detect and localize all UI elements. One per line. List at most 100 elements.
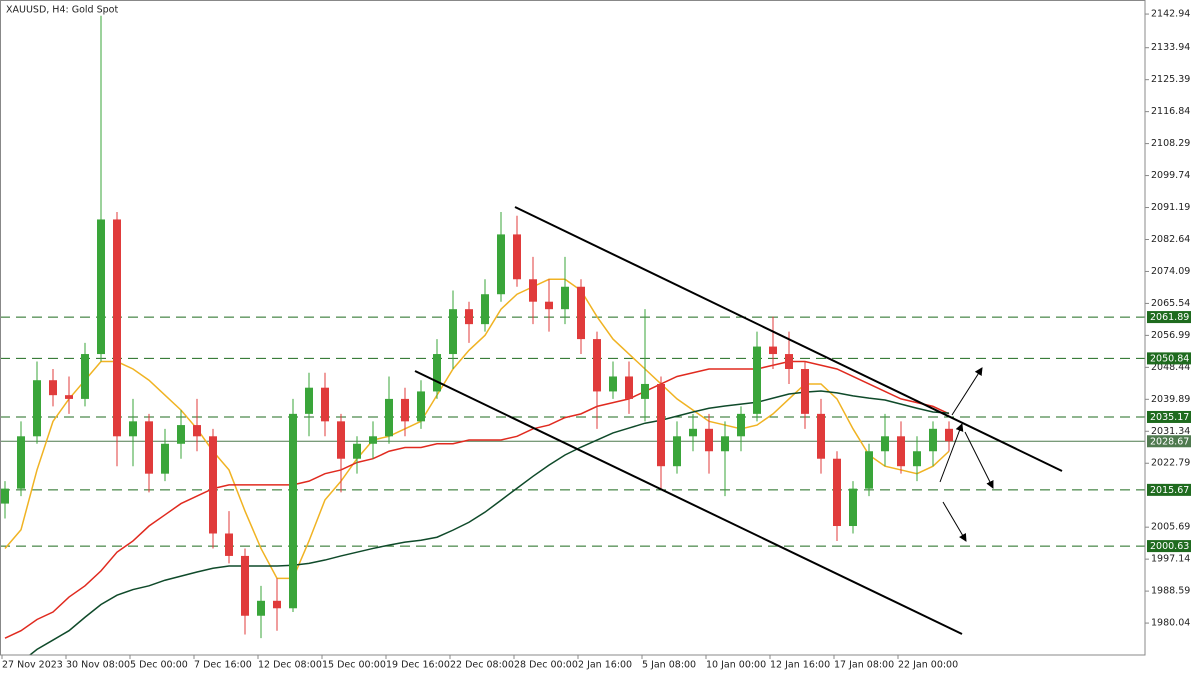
candle-body <box>321 387 329 422</box>
candle-body <box>705 428 713 452</box>
candle-body <box>801 368 809 414</box>
x-tick-label: 12 Dec 08:00 <box>258 660 322 671</box>
x-tick-label: 7 Dec 16:00 <box>194 660 252 671</box>
candle-body <box>97 219 105 355</box>
x-tick-label: 5 Jan 08:00 <box>642 660 696 671</box>
candle-body <box>481 294 489 325</box>
candle-body <box>33 380 41 437</box>
y-tick-label: 2116.84 <box>1151 106 1190 117</box>
chart-title: XAUUSD, H4: Gold Spot <box>6 5 118 16</box>
x-tick-label: 12 Jan 16:00 <box>770 660 830 671</box>
y-tick-label: 2048.44 <box>1151 362 1190 373</box>
candle-body <box>785 354 793 369</box>
level-box <box>1147 483 1191 496</box>
candle-body <box>177 425 185 444</box>
candle-body <box>641 383 649 399</box>
y-tick-label: 2005.69 <box>1151 522 1190 533</box>
level-box <box>1147 410 1191 423</box>
y-tick-label: 2091.19 <box>1151 202 1190 213</box>
y-tick-label: 2099.74 <box>1151 170 1190 181</box>
x-tick-label: 19 Dec 16:00 <box>386 660 450 671</box>
y-tick-label: 2082.64 <box>1151 234 1190 245</box>
axes: 2142.94 2133.94 2125.39 2116.84 2108.29 2099.… <box>1 9 1191 671</box>
arrow <box>951 367 983 416</box>
last-price-label: 2028.67 <box>1150 436 1189 447</box>
y-tick-label: 2056.99 <box>1151 330 1190 341</box>
x-tick-label: 22 Dec 08:00 <box>450 660 514 671</box>
candle-body <box>241 555 249 616</box>
trend-line <box>414 370 963 635</box>
candle-body <box>609 376 617 392</box>
candle-body <box>689 428 697 437</box>
candle-body <box>529 279 537 302</box>
candle-body <box>369 436 377 444</box>
trend-line <box>514 206 1063 472</box>
candle-body <box>289 413 297 609</box>
candle-body <box>1 488 9 504</box>
moving-average <box>4 278 950 580</box>
candle-body <box>513 234 521 280</box>
candle-body <box>273 600 281 609</box>
y-tick-label: 2142.94 <box>1151 9 1190 20</box>
candle-body <box>737 413 745 437</box>
candle-body <box>593 339 601 392</box>
arrow <box>939 423 964 483</box>
candle-body <box>545 301 553 310</box>
candle-body <box>353 443 361 459</box>
y-tick-label: 1980.04 <box>1151 618 1190 629</box>
y-tick-label: 2133.94 <box>1151 42 1190 53</box>
level-label: 2000.63 <box>1150 541 1189 552</box>
y-tick-label: 1997.14 <box>1151 554 1190 565</box>
candle-body <box>865 451 873 489</box>
candle-body <box>193 425 201 437</box>
candle-body <box>753 346 761 414</box>
candle-body <box>417 391 425 422</box>
level-label: 2061.89 <box>1150 312 1189 323</box>
candle-body <box>209 436 217 534</box>
x-tick-label: 22 Jan 00:00 <box>898 660 958 671</box>
candle-body <box>849 488 857 527</box>
level-box <box>1147 540 1191 553</box>
candle-body <box>897 436 905 467</box>
candle-body <box>81 354 89 399</box>
candle-body <box>945 428 953 442</box>
plot-frame <box>0 0 1146 656</box>
candle-body <box>561 286 569 310</box>
arrow <box>942 501 967 542</box>
candle-body <box>913 451 921 467</box>
y-tick-label: 2108.29 <box>1151 138 1190 149</box>
candle-body <box>449 309 457 355</box>
candle-body <box>833 458 841 527</box>
candle-body <box>49 380 57 396</box>
candle-body <box>721 436 729 452</box>
x-tick-label: 28 Dec 00:00 <box>514 660 578 671</box>
candle-body <box>881 436 889 452</box>
candle-body <box>65 395 73 399</box>
x-tick-label: 15 Dec 00:00 <box>322 660 386 671</box>
candle-body <box>465 309 473 325</box>
x-tick-label: 10 Jan 00:00 <box>706 660 766 671</box>
candle-body <box>433 354 441 392</box>
last-price-box <box>1147 435 1191 448</box>
level-label: 2050.84 <box>1150 353 1189 364</box>
candle-body <box>577 286 585 340</box>
y-tick-label: 1988.59 <box>1151 586 1190 597</box>
level-box <box>1147 311 1191 324</box>
candle-body <box>225 533 233 556</box>
candle-body <box>17 436 25 489</box>
candle-body <box>625 376 633 399</box>
candle-body <box>401 398 409 422</box>
x-tick-label: 30 Nov 08:00 <box>66 660 130 671</box>
y-tick-label: 2065.54 <box>1151 298 1190 309</box>
candle-body <box>497 234 505 295</box>
arrow <box>964 431 994 489</box>
candle-body <box>161 443 169 474</box>
y-tick-label: 2125.39 <box>1151 74 1190 85</box>
y-tick-label: 2074.09 <box>1151 266 1190 277</box>
candle-body <box>673 436 681 467</box>
x-tick-label: 5 Dec 00:00 <box>130 660 188 671</box>
candle-body <box>657 383 665 467</box>
level-label: 2015.67 <box>1150 485 1189 496</box>
